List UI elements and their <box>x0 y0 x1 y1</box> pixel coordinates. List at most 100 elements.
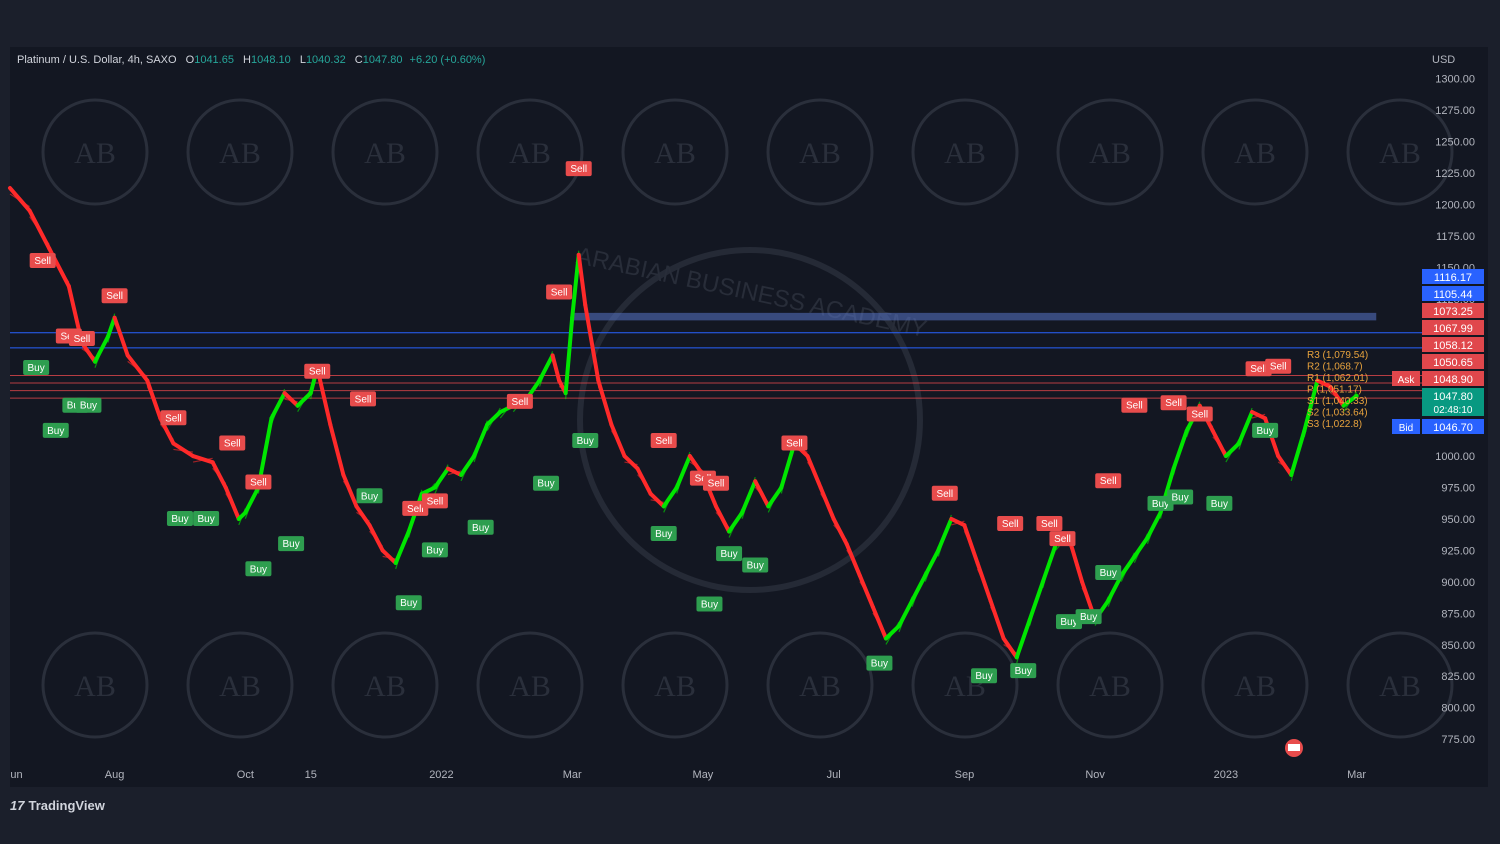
watermark-initials: AB <box>654 670 696 703</box>
sell-signal <box>350 391 376 407</box>
price-ribbon <box>833 524 848 541</box>
x-tick-label: Oct <box>237 769 254 781</box>
x-tick-label: Jul <box>827 769 841 781</box>
watermark-seal <box>476 98 584 206</box>
y-tick-label: 800.00 <box>1441 703 1475 715</box>
price-ribbon <box>885 621 900 645</box>
change-value: +6.20 (+0.60%) <box>409 54 486 66</box>
price-ribbon <box>146 386 161 415</box>
buy-signal-label: Buy <box>537 479 554 490</box>
chart-frame[interactable] <box>10 47 1488 787</box>
price-badge-label: Bid <box>1399 423 1413 434</box>
watermark-center-text: ARABIAN BUSINESS ACADEMY <box>574 242 929 343</box>
sell-signal-label: Sell <box>1100 476 1117 487</box>
sell-signal-label: Sell <box>34 256 51 267</box>
buy-signal <box>278 536 305 552</box>
price-tag <box>1422 371 1484 386</box>
price-ribbon <box>754 486 769 503</box>
price-tag <box>1422 303 1484 318</box>
price-ribbon <box>1330 392 1344 403</box>
buy-signal <box>193 510 220 526</box>
price-ribbon <box>676 451 691 494</box>
watermark-seal <box>1201 98 1309 206</box>
price-ribbon <box>316 373 331 421</box>
sell-signal-label: Sell <box>936 489 953 500</box>
price-ribbon <box>447 470 462 476</box>
watermark-seal <box>1346 631 1454 739</box>
watermark-initials: AB <box>364 670 406 703</box>
price-ribbon <box>29 216 50 245</box>
sell-signal <box>506 393 533 409</box>
buy-signal <box>42 422 69 438</box>
price-segment <box>419 485 437 496</box>
buy-signal-label: Buy <box>67 401 84 412</box>
us-flag-icon-stripe <box>1288 744 1300 751</box>
price-ribbon <box>924 546 939 582</box>
price-ribbon <box>1343 391 1358 413</box>
sell-signal-label: Sell <box>309 367 326 378</box>
price-segment <box>1328 384 1346 408</box>
buy-signal-label: Buy <box>1060 617 1077 628</box>
x-tick-label: 2022 <box>429 769 453 781</box>
tradingview-brand[interactable]: 17 TradingView <box>10 798 105 813</box>
price-ribbon <box>1303 376 1318 437</box>
buy-signal <box>1167 489 1194 505</box>
buy-signal <box>650 526 677 542</box>
price-ribbon <box>1016 615 1031 664</box>
resistance-zone <box>572 312 1377 321</box>
sell-signal-label: Sell <box>427 496 444 507</box>
buy-signal <box>23 359 50 375</box>
buy-signal <box>1095 565 1122 581</box>
price-ribbon <box>741 477 756 519</box>
price-ribbon <box>807 461 822 484</box>
buy-signal-label: Buy <box>1172 493 1189 504</box>
symbol-legend: Platinum / U.S. Dollar, 4h, SAXO O1041.6… <box>17 54 485 66</box>
pivot-level-P: P (1,051.17) <box>1307 385 1362 396</box>
price-segment <box>8 186 32 213</box>
price-ribbon <box>434 464 449 494</box>
price-ribbon <box>192 457 213 463</box>
sell-signal <box>1095 473 1122 489</box>
watermark-initials: AB <box>219 137 261 170</box>
buy-signal <box>716 546 743 562</box>
price-tag-value: 1116.17 <box>1434 272 1472 284</box>
price-tag <box>1422 269 1484 284</box>
watermark-seal <box>1201 631 1309 739</box>
sell-signal <box>402 500 429 516</box>
watermark-seal <box>186 98 294 206</box>
sell-signal <box>931 485 958 501</box>
buy-signal-label: Buy <box>250 564 267 575</box>
price-ribbon <box>728 508 743 538</box>
watermark-seal <box>186 631 294 739</box>
price-segment <box>282 391 300 408</box>
sell-signal <box>1036 515 1063 531</box>
watermark-center-seal <box>577 247 923 593</box>
y-tick-label: 1175.00 <box>1436 231 1475 243</box>
price-segment <box>354 504 372 528</box>
price-badge-label: Ask <box>1398 375 1416 386</box>
price-ribbon <box>486 407 501 431</box>
price-ribbon <box>81 348 96 359</box>
high-value: 1048.10 <box>250 54 291 66</box>
price-ribbon <box>898 596 913 633</box>
price-segment <box>1315 378 1333 389</box>
price-ribbon <box>624 461 638 466</box>
y-tick-label: 975.00 <box>1441 482 1475 494</box>
price-ribbon <box>663 483 678 513</box>
price-ribbon <box>1225 439 1240 463</box>
sell-signal-label: Sell <box>695 474 712 485</box>
price-tag <box>1422 388 1484 416</box>
buy-signal-label: Buy <box>747 560 764 571</box>
sell-signal-label: Sell <box>1270 362 1287 373</box>
buy-signal-label: Buy <box>975 671 992 682</box>
price-segment <box>831 516 849 547</box>
x-tick-label: Mar <box>563 769 582 781</box>
buy-signal <box>166 510 193 526</box>
y-tick-label: 925.00 <box>1441 545 1475 557</box>
pivot-level-R2: R2 (1,068.7) <box>1307 362 1363 373</box>
sell-signal <box>1245 361 1272 377</box>
tradingview-logo-icon: 17 <box>10 798 25 813</box>
price-tag-value: 1073.25 <box>1433 306 1473 318</box>
x-tick-label: Mar <box>1347 769 1366 781</box>
